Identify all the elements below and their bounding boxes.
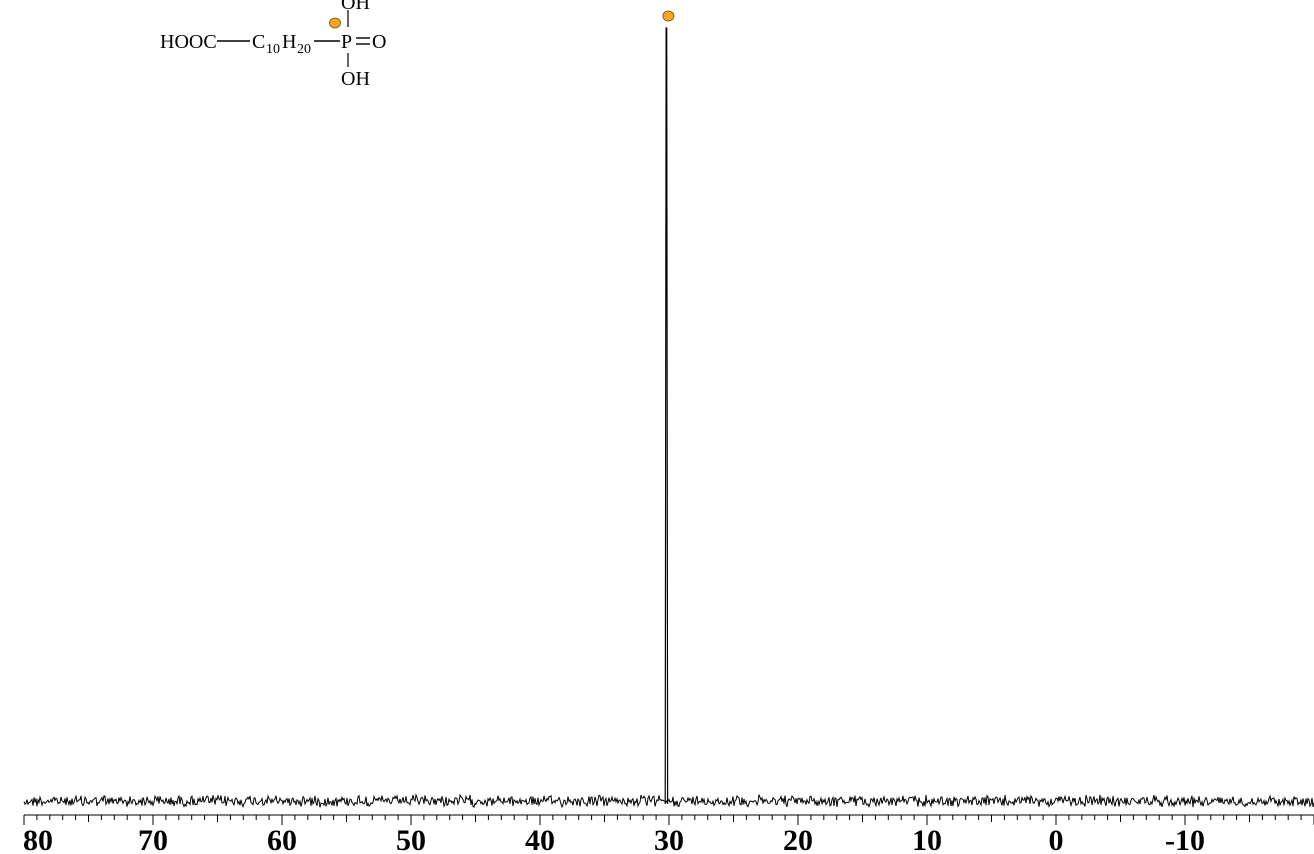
structure-chain-h: H [282,31,296,53]
x-tick-label: -10 [1165,824,1205,854]
structure-bottom-group: OH [341,68,370,90]
x-tick-label: 50 [396,824,426,854]
x-tick-label: 70 [138,824,168,854]
baseline-noise-trace [23,792,1314,809]
x-tick-label: 0 [1049,824,1064,854]
spectrum-peak [664,27,669,805]
x-axis-tick-labels: 80 70 60 50 40 30 20 10 0 -10 [23,824,1205,854]
structure-chain-c-sub: 10 [266,42,280,57]
x-axis-ticks [23,815,1314,825]
x-tick-label: 30 [654,824,684,854]
structure-double-bond-atom: O [372,31,386,53]
structure-left-group: HOOC [160,31,217,53]
x-tick-label: 10 [912,824,942,854]
x-tick-label: 40 [525,824,555,854]
structure-chain-c: C [252,31,265,53]
structure-top-group: OH [341,0,370,14]
peak-marker-dot [662,10,675,22]
x-tick-label: 60 [267,824,297,854]
spectrum-peaks [662,10,675,805]
phosphorus-marker-dot [329,17,341,29]
structure-center-atom: P [341,31,352,53]
molecule-structure: HOOC C 10 H 20 P O OH OH [160,0,386,90]
x-tick-label: 20 [783,824,813,854]
spectrum-baseline [23,792,1314,809]
x-tick-label: 80 [23,824,53,854]
structure-chain-h-sub: 20 [297,42,311,57]
